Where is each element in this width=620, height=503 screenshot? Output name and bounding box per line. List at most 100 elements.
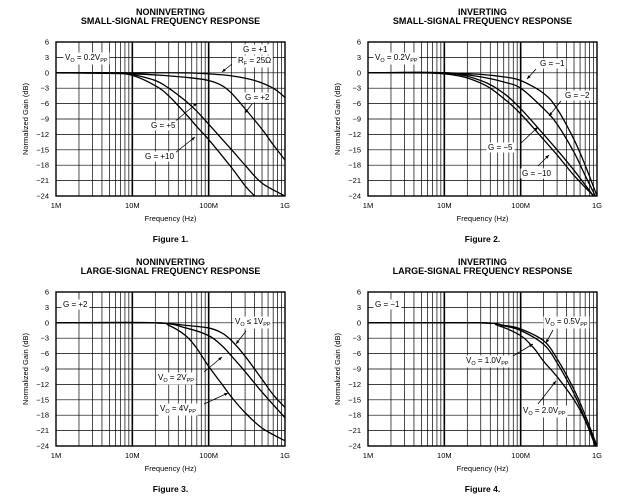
y-tick-label: −6 — [352, 99, 361, 108]
plot-frame — [367, 291, 598, 447]
y-tick-label: 6 — [357, 38, 361, 47]
arrowhead-icon — [527, 75, 531, 79]
figure-caption: Figure 1. — [153, 234, 188, 244]
subscript: PP — [189, 409, 197, 415]
label-text: = 0.5V — [555, 317, 581, 326]
subscript: O — [528, 411, 533, 417]
series-line-4 — [55, 71, 256, 197]
x-tick-label: 1G — [280, 451, 290, 460]
annotation-label: G = +5 — [151, 121, 176, 130]
x-axis-label: Frequency (Hz) — [145, 464, 197, 473]
annotation-background — [563, 90, 592, 101]
x-tick-label: 1M — [363, 201, 373, 210]
y-tick-label: −6 — [40, 99, 49, 108]
annotation-label: VO​ ≤ 1VPP​ — [235, 317, 271, 328]
label-text: = 0.2V — [385, 53, 411, 62]
annotation-label: G = −10 — [522, 169, 551, 178]
label-text: V — [160, 404, 166, 413]
subscript: O — [550, 322, 555, 328]
y-tick-label: −18 — [36, 411, 49, 420]
annotation-background — [486, 142, 515, 153]
subscript: PP — [501, 361, 509, 367]
y-tick-label: −21 — [36, 426, 49, 435]
series-line-3 — [367, 71, 595, 197]
subscript: O — [240, 322, 245, 328]
arrowhead-icon — [549, 112, 553, 116]
annotation-background — [243, 92, 272, 103]
y-tick-label: 3 — [357, 53, 361, 62]
label-text: V — [523, 406, 529, 415]
label-text: = 0.2V — [75, 53, 101, 62]
y-tick-label: −21 — [348, 176, 361, 185]
y-tick-label: −15 — [36, 145, 49, 154]
y-tick-label: −24 — [348, 442, 361, 451]
x-tick-label: 100M — [511, 201, 530, 210]
annotation-label: VO​ = 0.2VPP​ — [65, 53, 108, 64]
label-text: V — [235, 317, 241, 326]
label-text: = 4V — [170, 404, 190, 413]
label-text: = 25Ω — [247, 56, 271, 65]
y-tick-label: 0 — [357, 68, 361, 77]
label-text: G = −5 — [488, 143, 513, 152]
arrowhead-icon — [534, 127, 538, 131]
annotation-label: G = +2 — [245, 93, 270, 102]
label-text: ≤ 1V — [245, 317, 264, 326]
subscript: O — [380, 58, 385, 64]
x-tick-label: 10M — [125, 201, 140, 210]
series-line-2 — [367, 71, 596, 197]
label-text: V — [65, 53, 71, 62]
series-line-4 — [367, 72, 594, 197]
annotation-label: G = −1 — [540, 59, 565, 68]
annotation-background — [233, 316, 273, 329]
x-tick-label: 10M — [125, 451, 140, 460]
y-tick-label: 6 — [45, 38, 49, 47]
label-text: V — [375, 53, 381, 62]
series-line-3 — [55, 72, 286, 197]
y-tick-label: 0 — [45, 68, 49, 77]
y-tick-label: 0 — [357, 318, 361, 327]
annotation-label: G = −2 — [565, 91, 590, 100]
chart-title-line1: NONINVERTING — [136, 257, 205, 267]
y-tick-label: −3 — [40, 334, 49, 343]
annotation-background — [236, 55, 273, 68]
y-tick-label: −3 — [40, 84, 49, 93]
annotation-label: G = +10 — [145, 152, 174, 161]
arrowhead-icon — [224, 393, 228, 396]
label-text: G = +1 — [243, 45, 268, 54]
arrowhead-icon — [245, 109, 249, 113]
y-tick-label: 3 — [357, 303, 361, 312]
chart-title-line1: INVERTING — [458, 7, 507, 17]
x-tick-label: 10M — [437, 451, 452, 460]
series-line-2 — [55, 72, 286, 161]
x-tick-label: 1M — [51, 451, 61, 460]
annotation-background — [521, 405, 568, 418]
y-tick-label: −21 — [348, 426, 361, 435]
label-text: R — [238, 56, 244, 65]
annotation-background — [143, 151, 176, 162]
x-tick-label: 100M — [199, 201, 218, 210]
y-axis-label: Normalized Gain (dB) — [333, 82, 342, 155]
subscript: O — [165, 409, 170, 415]
x-tick-label: 1M — [363, 451, 373, 460]
annotation-background — [373, 299, 402, 310]
y-tick-label: −24 — [348, 192, 361, 201]
figure-caption: Figure 4. — [465, 484, 500, 494]
subscript: PP — [263, 322, 271, 328]
label-text: = 1.0V — [476, 356, 502, 365]
y-tick-label: −12 — [348, 130, 361, 139]
plot-frame — [55, 41, 286, 197]
y-tick-label: −15 — [348, 395, 361, 404]
subscript: PP — [558, 411, 566, 417]
arrowhead-icon — [546, 339, 550, 343]
annotation-background — [61, 299, 90, 310]
annotation-arrow — [174, 136, 196, 154]
y-tick-label: −24 — [36, 192, 49, 201]
chart-title-line2: SMALL-SIGNAL FREQUENCY RESPONSE — [393, 16, 572, 26]
annotation-label: G = −1 — [375, 300, 400, 309]
subscript: O — [70, 58, 75, 64]
